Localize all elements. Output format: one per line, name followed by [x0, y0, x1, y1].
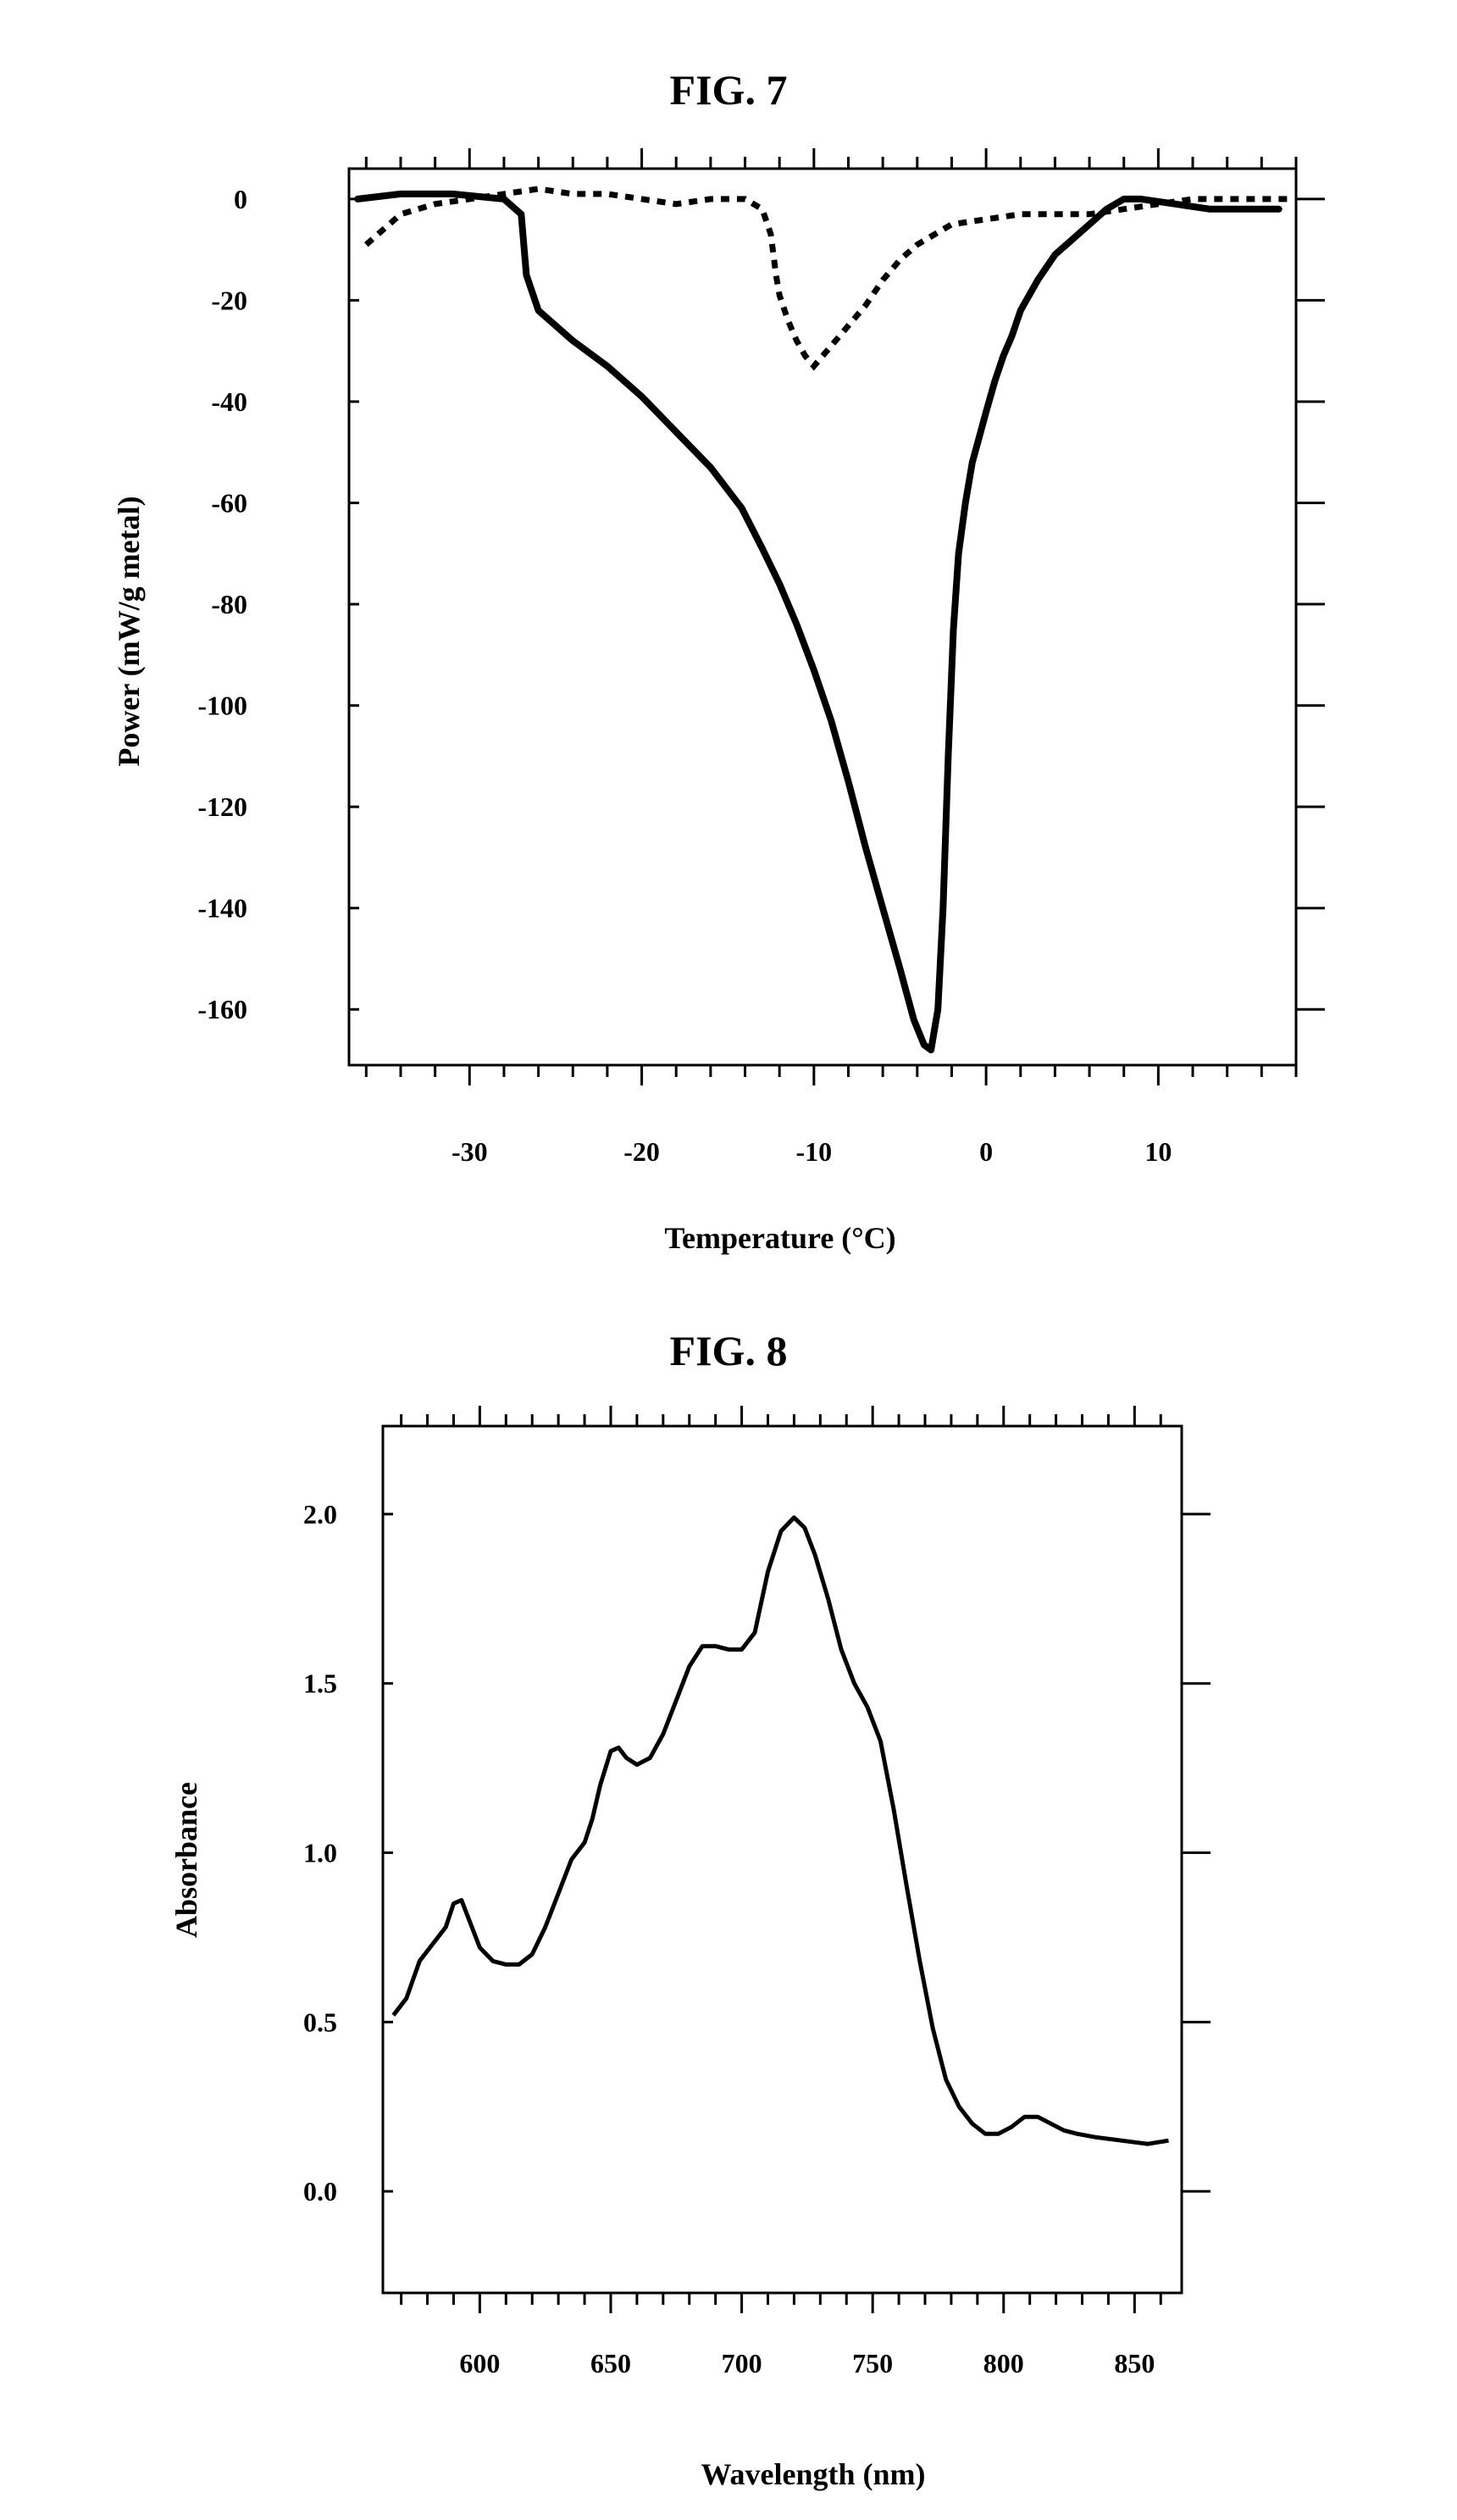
fig7-x-tick-label: 0: [979, 1136, 993, 1167]
fig8-plot-frame: [383, 1426, 1182, 2293]
fig7-y-tick-label: -80: [211, 589, 247, 619]
fig7-y-axis-label: Power (mW/g metal): [112, 496, 146, 766]
figure-page: FIG. 7 -30-20-100100-20-40-60-80-100-120…: [0, 0, 1457, 2520]
fig8-x-tick-label: 850: [1114, 2348, 1155, 2378]
fig8-y-tick-label: 1.0: [303, 1838, 337, 1868]
fig7-y-tick-label: -160: [197, 994, 247, 1024]
fig8-title: FIG. 8: [670, 1327, 788, 1374]
fig7-y-tick-label: 0: [234, 184, 247, 214]
fig8-series-absorbance: [393, 1518, 1168, 2144]
fig7-series-dashed: [366, 189, 1288, 366]
fig8-x-tick-label: 650: [590, 2348, 631, 2378]
fig7-plot-frame: [349, 169, 1296, 1065]
fig7-x-tick-label: -30: [452, 1136, 488, 1167]
fig7-series-solid: [357, 194, 1279, 1050]
fig7-chart: -30-20-100100-20-40-60-80-100-120-140-16…: [197, 148, 1325, 1167]
fig7-y-tick-label: -140: [197, 893, 247, 924]
fig7-y-tick-label: -20: [211, 285, 247, 315]
fig8-x-tick-label: 750: [852, 2348, 893, 2378]
fig8-y-axis-label: Absorbance: [169, 1782, 203, 1938]
fig8-series: [393, 1518, 1168, 2144]
fig8-x-axis-label: Wavelength (nm): [701, 2457, 926, 2491]
fig7-series: [357, 189, 1288, 1050]
fig7-x-axis-label: Temperature (°C): [664, 1221, 895, 1255]
fig7-y-tick-label: -100: [197, 691, 247, 721]
fig8-y-tick-label: 2.0: [303, 1499, 337, 1529]
fig8-chart: 600 650 700 750 800 850 0.0 0.5 1.0 1.5 2.0: [303, 1406, 1210, 2378]
fig7-x-tick-label: 10: [1144, 1136, 1172, 1167]
fig7-y-tick-label: -120: [197, 791, 247, 822]
fig8-ticks: [383, 1406, 1210, 2313]
fig7-y-tick-label: -40: [211, 386, 247, 417]
fig7-ticks: [349, 148, 1325, 1085]
fig8-y-tick-label: 0.0: [303, 2176, 337, 2206]
fig8-x-tick-label: 700: [722, 2348, 762, 2378]
fig8-y-tick-label: 1.5: [303, 1668, 337, 1699]
fig7-title: FIG. 7: [670, 66, 788, 114]
fig7-x-tick-label: -20: [623, 1136, 660, 1167]
fig8-x-tick-label: 800: [983, 2348, 1024, 2378]
fig7-y-tick-label: -60: [211, 488, 247, 519]
fig7-tick-labels: -30-20-100100-20-40-60-80-100-120-140-16…: [197, 184, 1172, 1167]
fig7-x-tick-label: -10: [796, 1136, 833, 1167]
fig8-tick-labels: 600 650 700 750 800 850 0.0 0.5 1.0 1.5 2.0: [303, 1499, 1155, 2378]
fig8-x-tick-label: 600: [459, 2348, 500, 2378]
fig8-y-tick-label: 0.5: [303, 2007, 337, 2037]
